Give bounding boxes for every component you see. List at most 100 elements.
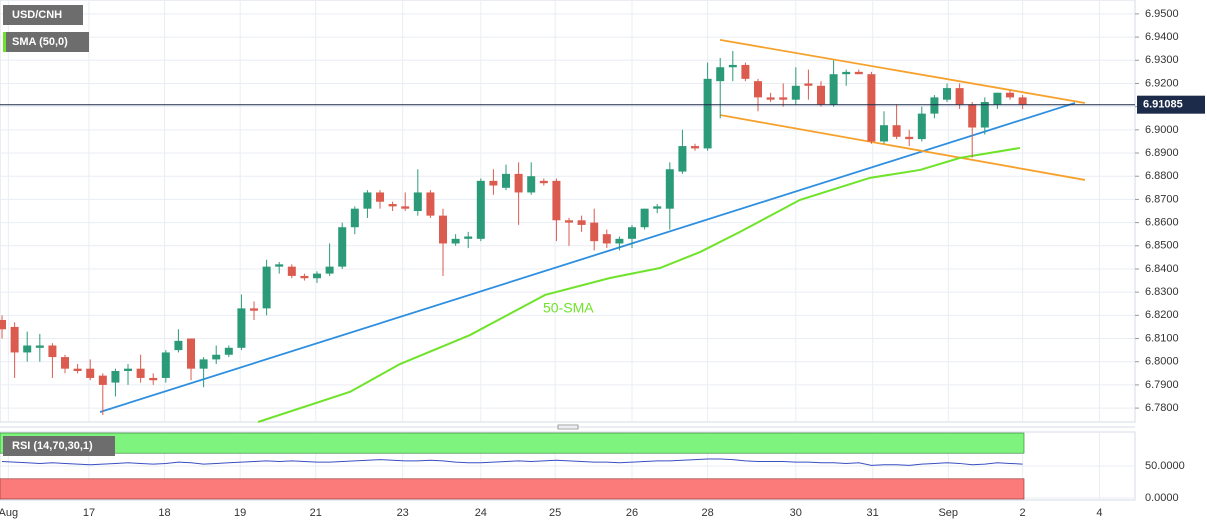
price-badge [1137, 95, 1205, 114]
rsi-line [1, 458, 1023, 466]
x-tick-label: 19 [234, 507, 246, 519]
candle-body [804, 83, 813, 86]
candle-body [111, 370, 120, 383]
y-tick-label: 6.9200 [1145, 77, 1179, 89]
channel-line [719, 38, 1086, 104]
candle-body [10, 326, 19, 353]
y-tick-label: 6.9400 [1145, 31, 1179, 43]
y-tick-label: 6.9500 [1145, 8, 1179, 20]
candle-body [527, 176, 536, 193]
rsi-label: RSI (14,70,30,1) [12, 440, 93, 452]
candle-body [968, 104, 977, 128]
candle-body [502, 173, 511, 188]
candle-body [439, 215, 448, 244]
candle-body [161, 352, 170, 378]
candle-body [149, 377, 158, 381]
candle-body [1006, 92, 1015, 98]
candle-body [917, 113, 926, 140]
y-tick-label: 6.7900 [1145, 379, 1179, 391]
candle-body [728, 64, 737, 68]
candle-body [275, 264, 284, 267]
candle-body [48, 345, 57, 358]
candle-body [413, 192, 422, 211]
symbol-badge [3, 5, 83, 25]
y-tick-label: 6.8700 [1145, 193, 1179, 205]
candle-body [993, 92, 1002, 105]
y-tick-label: 6.9000 [1145, 124, 1179, 136]
candle-body [880, 125, 889, 142]
x-tick-label: 23 [397, 507, 409, 519]
y-tick-label: 6.9300 [1145, 54, 1179, 66]
price-label: 6.91085 [1143, 99, 1183, 111]
x-tick-label: 25 [549, 507, 561, 519]
y-tick-label: 6.8100 [1145, 332, 1179, 344]
y-tick-label: 6.8400 [1145, 263, 1179, 275]
candle-body [262, 266, 271, 309]
candle-body [552, 180, 561, 221]
candle-body [892, 125, 901, 137]
candle-body [300, 275, 309, 279]
indicator-badge [3, 32, 89, 52]
indicator-label: SMA (50,0) [12, 36, 68, 48]
candle-body [350, 208, 359, 228]
oversold-band [0, 478, 1025, 500]
candle-body [376, 192, 385, 202]
candle-body [61, 357, 70, 369]
sma-annotation: 50-SMA [543, 300, 594, 316]
y-tick-label: 0.0000 [1145, 492, 1179, 504]
x-tick-label: 2 [1020, 507, 1026, 519]
x-tick-label: Aug [0, 507, 18, 519]
marks [0, 38, 1135, 500]
candle-body [703, 78, 712, 149]
candle-body [136, 368, 145, 378]
candle-body [716, 67, 725, 82]
candle-body [250, 308, 259, 311]
candle-body [401, 206, 410, 209]
candle-body [338, 227, 347, 267]
candle-body [287, 266, 296, 276]
candle-body [224, 347, 233, 355]
candle-body [665, 169, 674, 209]
y-tick-label: 6.8000 [1145, 356, 1179, 368]
candle-body [615, 238, 624, 244]
candle-body [779, 97, 788, 100]
x-tick-label: 21 [310, 507, 322, 519]
candle-body [905, 136, 914, 140]
y-tick-label: 6.8800 [1145, 170, 1179, 182]
channel-line [719, 114, 1086, 181]
candle-body [829, 74, 838, 105]
candle-body [35, 345, 44, 348]
candle-body [766, 97, 775, 100]
x-tick-label: 30 [790, 507, 802, 519]
candle-body [653, 206, 662, 209]
x-tick-label: 4 [1096, 507, 1102, 519]
x-tick-label: 28 [701, 507, 713, 519]
y-tick-label: 6.8500 [1145, 240, 1179, 252]
panel-handle[interactable] [557, 424, 579, 430]
candle-body [602, 234, 611, 244]
x-tick-label: Sep [938, 507, 958, 519]
candle-body [23, 345, 32, 353]
main-plot [0, 0, 1136, 423]
y-tick-label: 6.8200 [1145, 309, 1179, 321]
candle-body [640, 208, 649, 228]
candle-body [174, 340, 183, 351]
candle-body [212, 354, 221, 360]
candle-body [86, 368, 95, 378]
indicator-swatch [3, 32, 6, 52]
candle-body [678, 146, 687, 172]
symbol-label: USD/CNH [12, 9, 62, 21]
trend-line [99, 102, 1076, 413]
candle-body [98, 375, 107, 385]
candle-body [73, 368, 82, 371]
candle-body [426, 192, 435, 216]
candle-body [187, 338, 196, 369]
candle-body [237, 308, 246, 348]
candle-body [854, 71, 863, 75]
candle-body [791, 85, 800, 100]
x-tick-label: 24 [475, 507, 487, 519]
candle-body [489, 180, 498, 186]
candle-body [980, 102, 989, 128]
candle-body [388, 204, 397, 207]
